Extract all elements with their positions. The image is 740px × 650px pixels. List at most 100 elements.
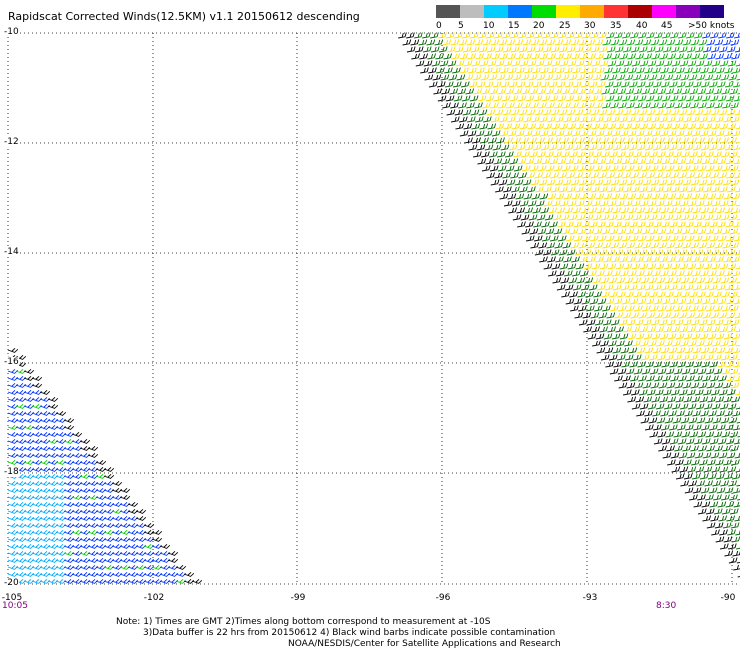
- wind-barb: [642, 382, 652, 389]
- wind-barb: [517, 158, 527, 165]
- wind-barb: [592, 74, 602, 81]
- wind-barb: [682, 305, 691, 312]
- wind-barb: [692, 270, 701, 277]
- wind-barb: [546, 102, 555, 109]
- wind-barb: [571, 193, 581, 200]
- wind-barb: [505, 88, 515, 95]
- wind-barb: [607, 123, 617, 130]
- wind-barb: [598, 312, 608, 319]
- wind-barb: [621, 298, 631, 305]
- wind-barb: [566, 109, 576, 116]
- wind-barb: [598, 46, 608, 53]
- wind-barb: [536, 74, 546, 81]
- wind-barb: [712, 277, 722, 284]
- wind-barb: [609, 291, 618, 298]
- wind-barb: [722, 445, 731, 452]
- wind-barb: [705, 228, 715, 235]
- wind-barb: [588, 144, 598, 151]
- wind-barb: [708, 207, 718, 214]
- wind-barb: [664, 340, 673, 347]
- wind-barb: [135, 515, 147, 521]
- wind-barb: [702, 389, 712, 396]
- map-title: Rapidscat Corrected Winds(12.5KM) v1.1 2…: [8, 10, 360, 23]
- wind-barb: [675, 193, 685, 200]
- wind-barb: [439, 60, 449, 67]
- wind-barb: [484, 81, 494, 88]
- wind-barb: [490, 116, 500, 123]
- wind-barb: [726, 312, 736, 319]
- wind-barb: [656, 214, 666, 221]
- legend-label: >50 knots: [688, 21, 735, 31]
- wind-barb: [612, 270, 621, 277]
- wind-barb: [510, 46, 520, 53]
- wind-barb: [631, 200, 641, 207]
- wind-barb: [723, 333, 733, 340]
- wind-barb: [613, 221, 622, 228]
- wind-barb: [445, 95, 455, 102]
- wind-barb: [654, 109, 664, 116]
- wind-barb: [645, 361, 655, 368]
- wind-barb: [502, 109, 512, 116]
- wind-barb: [730, 242, 740, 249]
- wind-barb: [709, 235, 719, 242]
- wind-barb: [119, 487, 131, 493]
- wind-barb: [732, 270, 740, 277]
- wind-barb: [624, 277, 634, 284]
- wind-barb: [578, 242, 588, 249]
- wind-barb: [668, 284, 678, 291]
- wind-barb: [716, 67, 725, 74]
- wind-barb: [600, 214, 610, 221]
- wind-barb: [700, 270, 709, 277]
- wind-barb: [477, 95, 487, 102]
- wind-barb: [721, 151, 730, 158]
- wind-barb: [656, 137, 665, 144]
- wind-barb: [652, 270, 661, 277]
- wind-barb: [633, 228, 643, 235]
- wind-barb: [432, 74, 442, 81]
- wind-barb: [606, 249, 616, 256]
- wind-barb: [481, 165, 491, 172]
- wind-barb: [558, 172, 567, 179]
- wind-barb: [446, 46, 456, 53]
- wind-barb: [559, 186, 568, 193]
- wind-barb: [514, 102, 523, 109]
- wind-barb: [646, 32, 655, 39]
- wind-barb: [626, 102, 635, 109]
- wind-barb: [643, 193, 653, 200]
- wind-barb: [529, 151, 538, 158]
- wind-barb: [724, 144, 734, 151]
- legend-label: 10: [483, 21, 495, 31]
- wind-barb: [716, 410, 725, 417]
- wind-barb: [531, 53, 540, 60]
- wind-barb: [539, 256, 548, 263]
- wind-barb: [640, 277, 650, 284]
- wind-barb: [705, 291, 714, 298]
- wind-barb: [522, 39, 532, 46]
- wind-barb: [729, 88, 739, 95]
- wind-barb: [71, 431, 83, 437]
- wind-barb: [615, 326, 624, 333]
- wind-barb: [686, 46, 696, 53]
- wind-barb: [614, 46, 624, 53]
- wind-barb: [718, 515, 728, 522]
- wind-barb: [466, 102, 475, 109]
- legend-label: 25: [559, 21, 571, 31]
- wind-barb: [693, 95, 703, 102]
- wind-barb: [490, 39, 500, 46]
- wind-barb: [646, 46, 656, 53]
- wind-barb: [448, 74, 458, 81]
- wind-barb: [641, 368, 651, 375]
- wind-barb: [592, 214, 602, 221]
- wind-barb: [678, 452, 688, 459]
- wind-barb: [693, 158, 703, 165]
- wind-barb: [707, 459, 716, 466]
- wind-barb: [677, 438, 687, 445]
- wind-barb: [661, 424, 670, 431]
- wind-barb: [713, 494, 722, 501]
- wind-barb: [614, 312, 624, 319]
- wind-barb: [636, 67, 645, 74]
- wind-barb: [562, 102, 571, 109]
- wind-barb: [111, 480, 123, 486]
- wind-barb: [641, 88, 651, 95]
- wind-barb: [534, 109, 544, 116]
